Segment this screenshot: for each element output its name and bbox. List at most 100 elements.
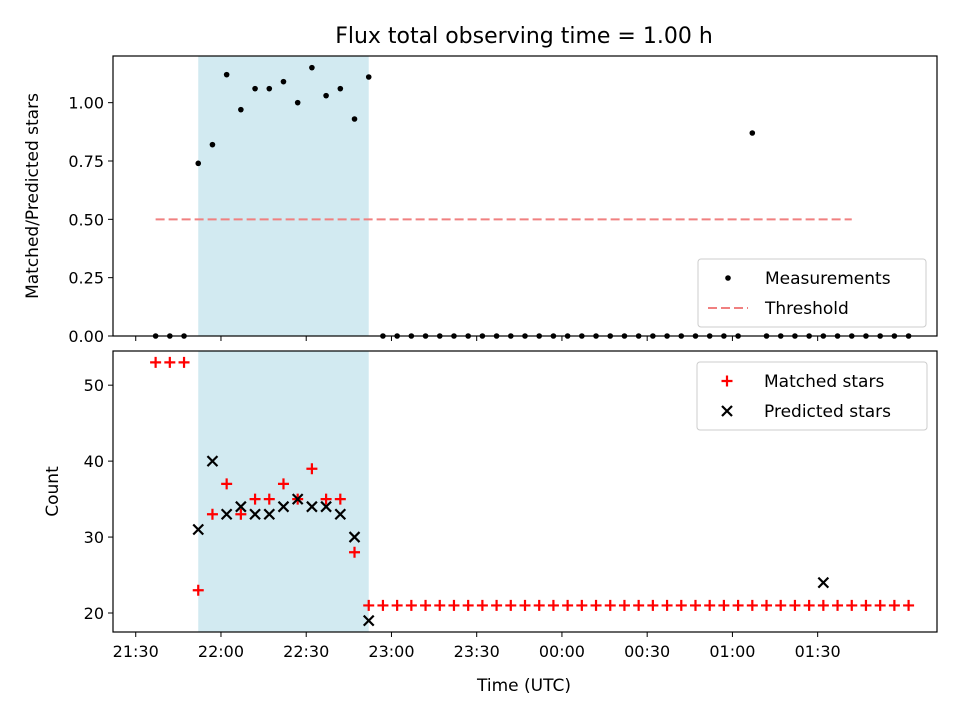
matched-star-point xyxy=(789,599,801,611)
predicted-star-point xyxy=(306,500,318,513)
matched-star-point xyxy=(846,599,858,611)
matched-star-point xyxy=(704,599,716,611)
matched-star-point xyxy=(391,599,403,611)
ratio-panel: 0.00 0.25 0.50 0.75 1.00 Matched/Predicted s… xyxy=(23,55,938,346)
matched-star-point xyxy=(618,599,630,611)
matched-star-point xyxy=(888,599,900,611)
measurement-point xyxy=(749,130,756,136)
ratio-panel-frame xyxy=(112,55,938,337)
measurement-point xyxy=(351,116,358,122)
matched-star-point xyxy=(462,599,474,611)
count-panel-ylabel: Count xyxy=(43,466,63,517)
predicted-star-point xyxy=(249,508,261,521)
matched-star-point xyxy=(263,493,275,505)
legend-marker-predicted xyxy=(721,405,733,417)
legend-marker-matched xyxy=(721,375,733,387)
legend-label: Predicted stars xyxy=(764,402,891,422)
x-tick-label: 23:00 xyxy=(368,642,414,661)
ratio-panel-ticks: 0.00 0.25 0.50 0.75 1.00 xyxy=(68,94,819,346)
matched-star-point xyxy=(277,478,289,490)
matched-star-point xyxy=(505,599,517,611)
matched-star-point xyxy=(434,599,446,611)
count-panel-ticks: 21:30 22:00 22:30 23:00 23:30 00:00 00:30 01:00… xyxy=(84,376,841,661)
ratio-panel-legend-box xyxy=(697,258,927,328)
predicted-star-point xyxy=(277,500,290,513)
x-tick-label: 22:00 xyxy=(198,642,244,661)
matched-star-point xyxy=(732,599,744,611)
matched-star-point xyxy=(817,599,829,611)
matched-star-point xyxy=(647,599,659,611)
ratio-panel-y-tick-label: 0.50 xyxy=(68,210,104,229)
matched-star-point xyxy=(377,599,389,611)
matched-star-point xyxy=(860,599,872,611)
count-panel-shade xyxy=(198,351,369,632)
matched-star-point xyxy=(150,356,162,368)
ratio-panel-y-tick-label: 0.25 xyxy=(68,269,104,288)
matched-star-point xyxy=(576,599,588,611)
count-panel-frame xyxy=(112,350,938,633)
measurement-point xyxy=(323,92,329,99)
matched-star-point xyxy=(334,493,346,505)
matched-star-point xyxy=(405,599,417,611)
predicted-star-point xyxy=(348,531,361,543)
matched-star-point xyxy=(235,508,247,520)
matched-star-point xyxy=(320,493,332,505)
matched-star-point xyxy=(349,546,361,558)
matched-star-point xyxy=(192,584,204,596)
x-tick-label: 23:30 xyxy=(454,642,500,661)
matched-star-point xyxy=(448,599,460,611)
matched-star-point xyxy=(249,493,261,505)
count-panel-y-tick-label: 20 xyxy=(84,604,104,623)
matched-star-point xyxy=(178,356,190,368)
matched-star-point xyxy=(306,463,318,475)
measurement-point xyxy=(266,85,273,92)
ratio-panel-shade xyxy=(198,56,369,336)
matched-star-point xyxy=(874,599,886,611)
ratio-panel-ylabel: Matched/Predicted stars xyxy=(23,93,43,299)
legend-label: Measurements xyxy=(765,269,891,289)
x-tick-label: 00:30 xyxy=(624,642,670,661)
x-tick-label: 21:30 xyxy=(113,642,159,661)
measurement-point xyxy=(209,141,216,148)
matched-star-point xyxy=(832,599,844,611)
measurement-point xyxy=(294,99,301,106)
measurement-point xyxy=(238,106,244,113)
matched-star-point xyxy=(661,599,673,611)
legend-marker-measurements xyxy=(725,275,731,281)
matched-star-point xyxy=(903,599,915,611)
x-tick-label: 22:30 xyxy=(283,642,329,661)
count-panel-marks xyxy=(150,356,915,627)
matched-star-point xyxy=(689,599,701,611)
matched-star-point xyxy=(590,599,602,611)
matched-star-point xyxy=(675,599,687,611)
matched-star-point xyxy=(718,599,730,611)
matched-star-point xyxy=(476,599,488,611)
ratio-panel-legend: Measurements Threshold xyxy=(697,258,927,328)
x-tick-label: 01:30 xyxy=(795,642,841,661)
count-panel-legend: Matched stars Predicted stars xyxy=(696,361,928,431)
matched-star-point xyxy=(775,599,787,611)
predicted-star-point xyxy=(192,523,205,536)
predicted-star-point xyxy=(362,614,375,627)
matched-star-point xyxy=(633,599,645,611)
matched-star-point xyxy=(164,356,176,368)
matched-star-point xyxy=(533,599,545,611)
matched-star-point xyxy=(206,508,218,520)
matched-star-point xyxy=(491,599,503,611)
count-panel-y-tick-label: 50 xyxy=(84,376,104,395)
x-tick-label: 01:00 xyxy=(709,642,755,661)
chart-title: Flux total observing time = 1.00 h xyxy=(335,24,713,49)
measurement-point xyxy=(365,74,372,80)
predicted-star-point xyxy=(206,455,219,467)
measurement-point xyxy=(280,78,287,85)
predicted-star-point xyxy=(817,576,830,589)
measurement-point xyxy=(337,85,344,92)
predicted-star-point xyxy=(220,508,233,521)
legend-label: Matched stars xyxy=(764,372,884,392)
ratio-panel-y-tick-label: 1.00 xyxy=(68,94,104,113)
matched-star-point xyxy=(803,599,815,611)
matched-star-point xyxy=(562,599,574,611)
x-axis-label: Time (UTC) xyxy=(476,676,571,696)
matched-star-point xyxy=(761,599,773,611)
predicted-star-point xyxy=(334,508,347,521)
